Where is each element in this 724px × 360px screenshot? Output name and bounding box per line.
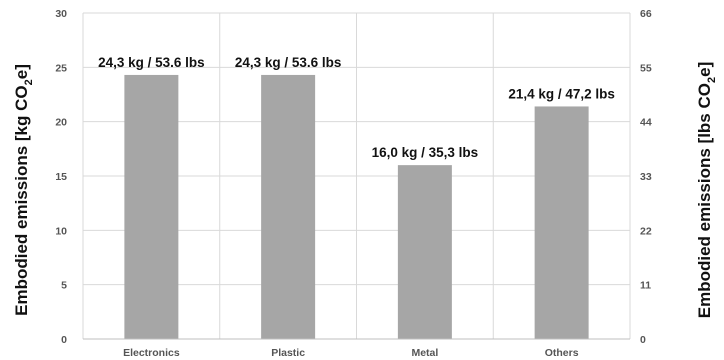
y-axis-label-left: Embodied emissions [kg CO2e] xyxy=(12,64,35,316)
x-tick-label: Metal xyxy=(411,347,438,359)
y-tick-label-left: 20 xyxy=(55,117,67,129)
y-axis-label-right: Embodied emissions [lbs CO2e] xyxy=(695,62,718,318)
data-label: 21,4 kg / 47,2 lbs xyxy=(508,86,615,101)
y-tick-label-left: 10 xyxy=(55,225,67,237)
y-tick-label-left: 5 xyxy=(61,280,67,292)
y-tick-label-left: 15 xyxy=(55,171,67,183)
y-tick-label-right: 0 xyxy=(640,334,646,346)
x-tick-label: Electronics xyxy=(123,347,180,359)
data-label: 16,0 kg / 35,3 lbs xyxy=(372,145,479,160)
y-tick-label-right: 33 xyxy=(640,171,652,183)
data-labels: 24,3 kg / 53.6 lbs 24,3 kg / 53.6 lbs 16,0… xyxy=(98,55,615,160)
data-label: 24,3 kg / 53.6 lbs xyxy=(235,55,342,70)
y-tick-label-left: 0 xyxy=(61,334,67,346)
y-tick-label-left: 30 xyxy=(55,8,67,20)
y-tick-label-left: 25 xyxy=(55,62,67,74)
y-tick-label-right: 11 xyxy=(640,280,651,292)
bar xyxy=(534,106,589,339)
data-label: 24,3 kg / 53.6 lbs xyxy=(98,55,205,70)
bar xyxy=(124,74,179,339)
bars xyxy=(124,74,589,339)
y-tick-label-right: 55 xyxy=(640,62,652,74)
y-tick-label-right: 66 xyxy=(640,8,652,20)
y-tick-label-right: 22 xyxy=(640,225,652,237)
bar xyxy=(397,165,452,339)
x-tick-label: Others xyxy=(545,347,579,359)
x-tick-label: Plastic xyxy=(271,347,305,359)
bar xyxy=(261,74,316,339)
axes: 0 0 5 11 10 22 15 33 20 44 25 55 30 66 Electronics Plas… xyxy=(55,8,652,359)
y-tick-label-right: 44 xyxy=(640,117,652,129)
